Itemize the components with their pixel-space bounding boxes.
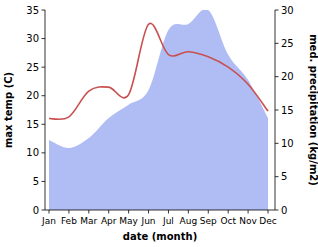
x-tick <box>68 210 69 214</box>
y-tick <box>42 38 46 39</box>
y2-tick-label: 25 <box>281 38 294 49</box>
x-tick <box>208 210 209 214</box>
x-tick <box>248 210 249 214</box>
y2-tick-label: 10 <box>281 138 294 149</box>
x-tick <box>88 210 89 214</box>
y-tick-label: 10 <box>26 147 39 158</box>
y-tick-label: 25 <box>26 62 39 73</box>
x-tick-label: Jun <box>141 216 156 226</box>
x-tick-label: Nov <box>239 216 257 226</box>
x-tick <box>108 210 109 214</box>
y2-tick <box>275 143 279 144</box>
y-tick-label: 35 <box>26 5 39 16</box>
y2-axis-label: med. precipitation (kg/m2) <box>308 34 318 186</box>
x-tick <box>188 210 189 214</box>
x-tick-label: Feb <box>61 216 77 226</box>
y2-tick-label: 30 <box>281 5 294 16</box>
y-tick-label: 15 <box>26 119 39 130</box>
x-tick-label: Sep <box>200 216 217 226</box>
x-tick-label: Apr <box>101 216 117 226</box>
x-tick-label: Oct <box>220 216 236 226</box>
y2-tick <box>275 76 279 77</box>
x-tick-label: Jan <box>41 216 56 226</box>
y-tick <box>42 67 46 68</box>
precip-area <box>49 10 268 210</box>
y-tick <box>42 95 46 96</box>
y-tick <box>42 124 46 125</box>
x-tick-label: Mar <box>80 216 97 226</box>
y-tick-label: 0 <box>33 205 39 216</box>
y2-tick-label: 15 <box>281 105 294 116</box>
x-tick <box>268 210 269 214</box>
y2-tick-label: 5 <box>281 171 287 182</box>
x-tick <box>228 210 229 214</box>
y2-tick <box>275 110 279 111</box>
y-axis <box>45 10 46 210</box>
x-tick <box>148 210 149 214</box>
x-tick <box>49 210 50 214</box>
y2-tick <box>275 176 279 177</box>
y2-tick <box>275 43 279 44</box>
y2-tick-label: 20 <box>281 71 294 82</box>
y2-tick <box>275 210 279 211</box>
x-tick-label: Dec <box>259 216 276 226</box>
y2-tick <box>275 10 279 11</box>
x-tick <box>168 210 169 214</box>
y-tick <box>42 210 46 211</box>
x-tick-label: May <box>119 216 138 226</box>
y-axis-label: max temp (C) <box>3 72 14 148</box>
y-tick-label: 5 <box>33 176 39 187</box>
x-tick <box>128 210 129 214</box>
y-tick <box>42 181 46 182</box>
x-tick-label: Aug <box>180 216 198 226</box>
x-axis <box>45 210 275 211</box>
y-tick-label: 20 <box>26 90 39 101</box>
y-tick-label: 30 <box>26 33 39 44</box>
y2-tick-label: 0 <box>281 205 287 216</box>
y-tick <box>42 152 46 153</box>
temp-line <box>49 23 268 119</box>
x-tick-label: Jul <box>162 216 174 226</box>
y-tick <box>42 10 46 11</box>
x-axis-label: date (month) <box>123 231 197 242</box>
plot-area <box>49 10 268 210</box>
